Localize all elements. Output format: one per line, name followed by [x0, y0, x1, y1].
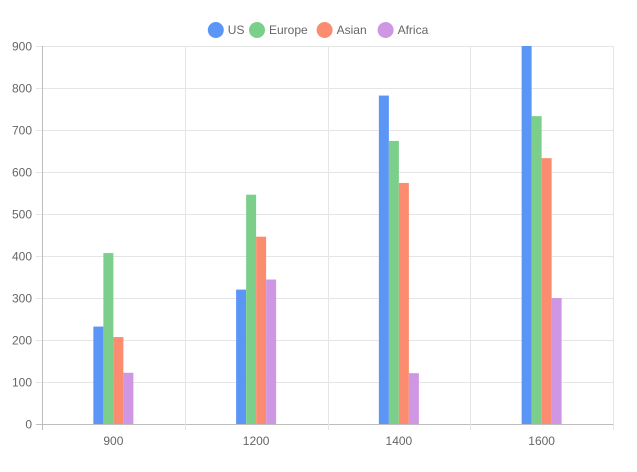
bar-us-1600[interactable]: [521, 46, 532, 424]
bar-asian-1400[interactable]: [398, 182, 409, 424]
bar-europe-1200[interactable]: [246, 194, 257, 424]
legend-item-africa[interactable]: Africa: [377, 22, 429, 38]
legend-item-asian[interactable]: Asian: [316, 22, 367, 38]
bar-asian-1600[interactable]: [541, 158, 552, 424]
legend[interactable]: US Europe Asian Africa: [207, 22, 429, 38]
bar-layer: [93, 46, 562, 425]
x-tick-label: 1400: [386, 434, 413, 448]
bar-europe-900[interactable]: [103, 253, 114, 424]
legend-label-asian: Asian: [337, 23, 367, 37]
legend-label-us: US: [228, 23, 245, 37]
bar-africa-900[interactable]: [123, 372, 134, 424]
legend-item-europe[interactable]: Europe: [249, 22, 308, 38]
bar-europe-1600[interactable]: [531, 116, 542, 424]
bar-europe-1400[interactable]: [388, 140, 399, 425]
y-tick-label: 100: [12, 376, 32, 390]
bar-us-1200[interactable]: [236, 289, 247, 424]
bar-africa-1200[interactable]: [266, 279, 277, 424]
y-tick-label: 800: [12, 82, 32, 96]
y-tick-label: 500: [12, 208, 32, 222]
y-tick-label: 900: [12, 40, 32, 54]
legend-swatch-us: [207, 22, 224, 38]
bar-us-1400[interactable]: [378, 95, 389, 424]
bar-us-900[interactable]: [93, 326, 104, 424]
bar-africa-1600[interactable]: [551, 298, 562, 424]
legend-swatch-asian: [316, 22, 333, 38]
bar-africa-1400[interactable]: [408, 373, 419, 424]
bar-asian-900[interactable]: [113, 337, 124, 424]
legend-label-europe: Europe: [269, 23, 308, 37]
legend-swatch-africa: [377, 22, 394, 38]
x-tick-label: 1600: [528, 434, 555, 448]
bar-asian-1200[interactable]: [256, 236, 267, 424]
y-tick-label: 700: [12, 124, 32, 138]
legend-label-africa: Africa: [398, 23, 429, 37]
y-tick-label: 300: [12, 292, 32, 306]
y-tick-label: 400: [12, 250, 32, 264]
x-tick-label: 900: [103, 434, 123, 448]
y-tick-label: 600: [12, 166, 32, 180]
y-tick-label: 200: [12, 334, 32, 348]
x-tick-label: 1200: [243, 434, 270, 448]
legend-swatch-europe: [249, 22, 265, 38]
legend-item-us[interactable]: US: [207, 22, 245, 38]
grid-layer: [36, 46, 614, 430]
axis-layer: 0 100 200 300 400 500 600 700 800 900 900 1200 1400 1…: [12, 40, 555, 449]
y-tick-label: 0: [25, 418, 32, 432]
